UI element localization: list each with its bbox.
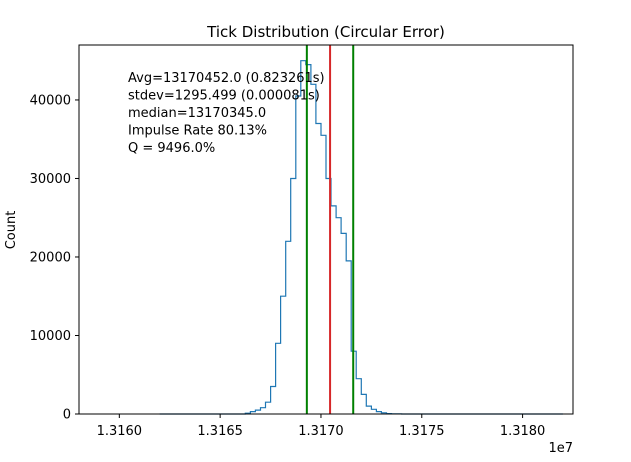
x-tick-label: 1.3165 [197, 424, 243, 439]
y-tick-label: 30000 [30, 172, 71, 187]
x-tick-label: 1.3160 [97, 424, 143, 439]
x-tick-label: 1.3175 [399, 424, 445, 439]
annotation-block: Avg=13170452.0 (0.823261s) stdev=1295.499… [128, 71, 325, 156]
annotation-line: Impulse Rate 80.13% [128, 124, 267, 139]
x-axis-offset-label: 1e7 [548, 441, 573, 456]
annotation-line: stdev=1295.499 (0.000081s) [128, 89, 320, 104]
y-axis-label: Count [4, 211, 19, 250]
annotation-line: Q = 9496.0% [128, 141, 215, 156]
y-tick-label: 10000 [30, 329, 71, 344]
plot-frame [78, 44, 574, 415]
x-tick-label: 1.3170 [298, 424, 344, 439]
y-tick-label: 20000 [30, 250, 71, 265]
histogram-step-line [159, 60, 563, 415]
annotation-line: Avg=13170452.0 (0.823261s) [128, 71, 325, 86]
plot-layer: 1.3160 1.3165 1.3170 1.3175 1.3180 0 10000 2000… [30, 45, 563, 439]
annotation-line: median=13170345.0 [128, 106, 266, 121]
chart-title: Tick Distribution (Circular Error) [206, 23, 445, 41]
y-tick-label: 0 [63, 408, 71, 423]
y-tick-label: 40000 [30, 93, 71, 108]
x-tick-label: 1.3180 [500, 424, 546, 439]
